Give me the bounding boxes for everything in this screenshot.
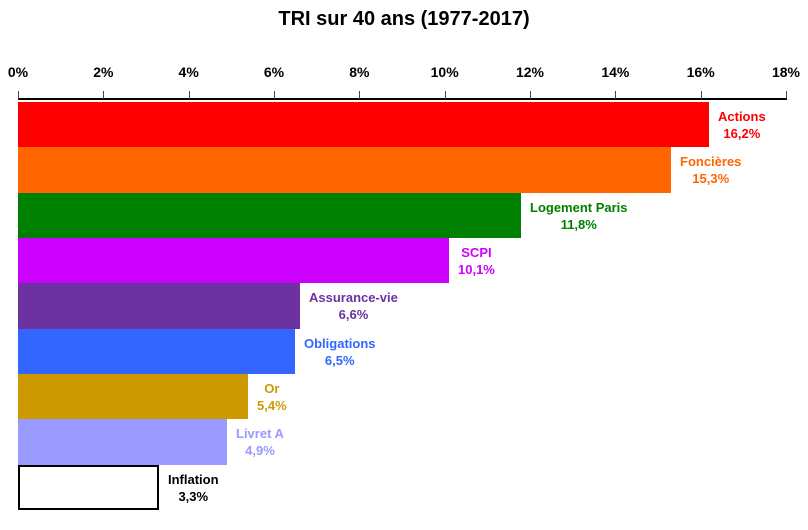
bar-label-logement-paris: Logement Paris 11,8% xyxy=(530,193,628,238)
x-tick-label-14: 14% xyxy=(601,64,630,80)
x-tick-mark-12 xyxy=(530,91,531,99)
bar-logement-paris xyxy=(18,193,521,238)
bar-livret-a xyxy=(18,419,227,465)
bar-label-obligations: Obligations 6,5% xyxy=(304,329,376,374)
chart-title: TRI sur 40 ans (1977-2017) xyxy=(278,8,530,30)
bar-value-obligations: 6,5% xyxy=(324,352,355,368)
bar-category-livret-a: Livret A xyxy=(236,426,284,441)
bar-category-or: Or xyxy=(264,380,280,396)
bar-category-inflation: Inflation xyxy=(168,471,219,487)
bar-label-scpi: SCPI 10,1% xyxy=(458,238,495,283)
x-tick-label-6: 6% xyxy=(263,64,285,80)
bar-assurance-vie xyxy=(18,283,300,329)
bar-label-inflation: Inflation 3,3% xyxy=(168,465,219,510)
bar-or xyxy=(18,374,248,419)
bar-category-foncieres: Foncières xyxy=(680,154,742,169)
x-tick-label-18: 18% xyxy=(771,64,801,80)
bar-obligations xyxy=(18,329,295,374)
bar-scpi xyxy=(18,238,449,283)
x-tick-mark-2 xyxy=(103,91,105,99)
bar-value-actions: 16,2% xyxy=(723,125,761,141)
x-tick-mark-10 xyxy=(444,91,446,99)
x-tick-label-12: 12% xyxy=(515,64,545,80)
bar-value-livret-a: 4,9% xyxy=(245,443,275,458)
x-tick-mark-0 xyxy=(18,91,19,99)
x-axis-line xyxy=(18,98,787,100)
bar-label-actions: Actions 16,2% xyxy=(718,102,766,147)
x-tick-mark-16 xyxy=(700,91,702,99)
bar-value-assurance-vie: 6,6% xyxy=(338,307,369,322)
x-tick-label-2: 2% xyxy=(93,64,114,80)
bar-foncieres xyxy=(18,147,671,193)
x-tick-label-0: 0% xyxy=(7,64,29,80)
bar-actions xyxy=(18,102,709,147)
bar-label-livret-a: Livret A 4,9% xyxy=(236,419,284,465)
x-tick-label-8: 8% xyxy=(349,64,370,80)
bar-category-obligations: Obligations xyxy=(304,335,376,351)
bar-value-or: 5,4% xyxy=(257,397,287,413)
bar-inflation xyxy=(18,465,159,510)
bar-label-foncieres: Foncières 15,3% xyxy=(680,147,741,193)
x-tick-label-4: 4% xyxy=(178,64,199,80)
bar-value-scpi: 10,1% xyxy=(458,261,495,277)
x-tick-mark-18 xyxy=(786,91,787,99)
bar-category-assurance-vie: Assurance-vie xyxy=(309,290,398,305)
x-tick-label-10: 10% xyxy=(430,64,459,80)
bar-category-actions: Actions xyxy=(718,108,766,124)
bar-category-scpi: SCPI xyxy=(461,244,492,260)
x-tick-label-16: 16% xyxy=(686,64,715,80)
x-tick-mark-4 xyxy=(188,91,190,99)
bar-label-or: Or 5,4% xyxy=(257,374,287,419)
bar-label-assurance-vie: Assurance-vie 6,6% xyxy=(309,283,398,329)
bar-value-inflation: 3,3% xyxy=(178,488,209,504)
x-tick-mark-6 xyxy=(274,91,275,99)
bar-value-logement-paris: 11,8% xyxy=(560,216,597,232)
bar-value-foncieres: 15,3% xyxy=(692,171,730,186)
x-tick-mark-8 xyxy=(359,91,361,99)
x-tick-mark-14 xyxy=(615,91,617,99)
bar-category-logement-paris: Logement Paris xyxy=(530,199,628,215)
